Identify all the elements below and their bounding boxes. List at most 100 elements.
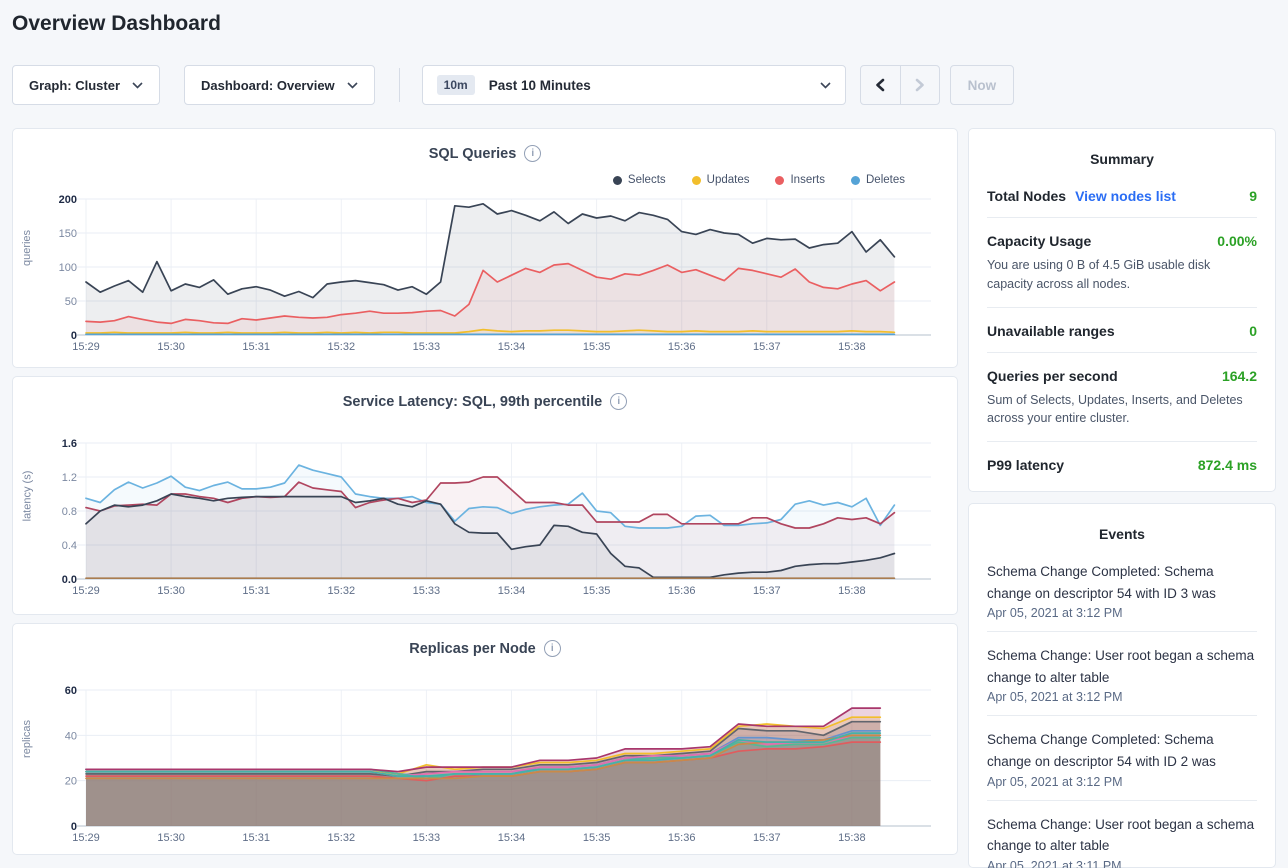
svg-text:15:30: 15:30 — [157, 341, 185, 353]
summary-description: You are using 0 B of 4.5 GiB usable disk… — [987, 258, 1211, 291]
svg-text:15:38: 15:38 — [838, 585, 866, 597]
event-text: Schema Change: User root began a schema … — [987, 816, 1255, 854]
svg-text:15:35: 15:35 — [583, 585, 611, 597]
time-range-badge: 10m — [436, 75, 475, 95]
svg-text:0.4: 0.4 — [62, 540, 77, 552]
event-timestamp: Apr 05, 2021 at 3:12 PM — [987, 690, 1123, 705]
svg-text:15:29: 15:29 — [72, 341, 100, 353]
info-icon[interactable]: i — [610, 393, 628, 410]
chart-title: Replicas per Node — [409, 640, 536, 657]
summary-label: Queries per second — [987, 367, 1118, 384]
svg-text:15:34: 15:34 — [498, 341, 526, 353]
summary-label: Unavailable ranges — [987, 322, 1115, 339]
info-icon[interactable]: i — [524, 145, 542, 162]
chevron-down-icon — [347, 81, 358, 89]
summary-title: Summary — [1090, 151, 1154, 167]
chart-legend: Selects Updates Inserts Deletes — [612, 174, 905, 186]
replicas-per-node-chart-panel: Replicas per Node i replicas 0 20 40 60 15:2… — [12, 623, 958, 855]
time-range-label: Past 10 Minutes — [488, 77, 591, 93]
event-item: Schema Change Completed: Schema change o… — [987, 548, 1257, 631]
event-timestamp: Apr 05, 2021 at 3:11 PM — [987, 858, 1122, 868]
graph-scope-label: Graph: Cluster — [29, 77, 121, 93]
time-range-selector[interactable]: 10m Past 10 Minutes — [421, 65, 846, 105]
legend-item-selects[interactable]: Selects — [612, 174, 666, 186]
legend-dot — [851, 175, 860, 185]
summary-value: 0.00% — [1217, 233, 1257, 249]
chevron-right-icon — [915, 78, 924, 92]
replicas-per-node-chart[interactable]: 0 20 40 60 15:29 15:30 15:31 15:32 15:33 15:34 15:… — [13, 674, 959, 846]
svg-text:15:33: 15:33 — [413, 341, 441, 353]
dashboard-dropdown[interactable]: Dashboard: Overview — [184, 65, 375, 105]
event-timestamp: Apr 05, 2021 at 3:12 PM — [987, 606, 1123, 621]
svg-text:0.8: 0.8 — [62, 506, 77, 518]
summary-value: 164.2 — [1221, 367, 1257, 384]
svg-text:15:36: 15:36 — [668, 832, 696, 844]
svg-text:15:36: 15:36 — [668, 341, 696, 353]
graph-scope-dropdown[interactable]: Graph: Cluster — [12, 65, 161, 105]
svg-text:15:32: 15:32 — [328, 832, 356, 844]
dashboard-label: Dashboard: Overview — [201, 77, 335, 93]
svg-text:60: 60 — [65, 685, 77, 697]
svg-text:15:30: 15:30 — [157, 585, 185, 597]
legend-item-inserts[interactable]: Inserts — [775, 174, 825, 186]
svg-text:15:34: 15:34 — [498, 832, 526, 844]
summary-row: Total Nodes View nodes list 9 — [987, 173, 1257, 217]
svg-text:15:37: 15:37 — [753, 341, 781, 353]
svg-text:15:33: 15:33 — [413, 585, 441, 597]
legend-item-deletes[interactable]: Deletes — [851, 174, 905, 186]
event-text: Schema Change Completed: Schema change o… — [987, 564, 1216, 601]
summary-row: Queries per second 164.2 Sum of Selects, U… — [987, 351, 1257, 442]
legend-dot — [691, 175, 701, 185]
time-prev-button[interactable] — [861, 66, 900, 104]
svg-text:40: 40 — [65, 730, 77, 742]
summary-value: 0 — [1249, 322, 1257, 339]
summary-label: Capacity Usage — [987, 233, 1092, 249]
summary-row: Unavailable ranges 0 — [987, 306, 1257, 352]
svg-text:15:38: 15:38 — [838, 832, 866, 844]
chevron-left-icon — [876, 78, 885, 92]
summary-value: 872.4 ms — [1197, 457, 1257, 473]
legend-item-updates[interactable]: Updates — [691, 174, 750, 186]
legend-label: Inserts — [790, 174, 825, 186]
svg-text:15:35: 15:35 — [583, 341, 611, 353]
summary-row: P99 latency 872.4 ms — [987, 441, 1257, 486]
legend-dot — [775, 175, 785, 185]
svg-text:20: 20 — [65, 776, 77, 788]
event-item: Schema Change: User root began a schema … — [987, 631, 1257, 715]
legend-dot — [612, 175, 622, 185]
controls-divider — [398, 68, 400, 102]
view-nodes-list-link[interactable]: View nodes list — [1075, 188, 1176, 204]
sql-queries-chart-panel: SQL Queries i Selects Updates Inserts Delet… — [12, 128, 958, 368]
sql-queries-chart[interactable]: 0 50 100 150 200 15:29 15:30 15:31 15:32 15:33 15:… — [13, 183, 959, 355]
info-icon[interactable]: i — [543, 640, 561, 657]
summary-panel: Summary Total Nodes View nodes list 9 Capac… — [968, 128, 1276, 492]
now-button[interactable]: Now — [949, 65, 1015, 105]
events-title: Events — [1099, 526, 1145, 542]
events-panel: Events Schema Change Completed: Schema c… — [968, 503, 1276, 868]
summary-description: Sum of Selects, Updates, Inserts, and De… — [987, 392, 1243, 426]
svg-text:15:33: 15:33 — [413, 832, 441, 844]
summary-value: 9 — [1249, 188, 1257, 204]
svg-text:100: 100 — [59, 262, 77, 274]
page-title: Overview Dashboard — [12, 12, 221, 35]
svg-text:15:37: 15:37 — [753, 832, 781, 844]
summary-row: Capacity Usage 0.00% You are using 0 B of … — [987, 217, 1257, 307]
summary-label: Total Nodes — [987, 188, 1067, 204]
svg-text:15:29: 15:29 — [72, 585, 100, 597]
chevron-down-icon — [132, 81, 143, 89]
svg-text:15:36: 15:36 — [668, 585, 696, 597]
svg-text:200: 200 — [59, 194, 77, 206]
summary-label: P99 latency — [987, 457, 1065, 473]
svg-text:1.6: 1.6 — [62, 438, 77, 450]
chart-title: SQL Queries — [428, 145, 517, 162]
service-latency-chart[interactable]: 0.0 0.4 0.8 1.2 1.6 15:29 15:30 15:31 15:32 15:33… — [13, 427, 959, 599]
event-item: Schema Change Completed: Schema change o… — [987, 715, 1257, 799]
legend-label: Deletes — [866, 174, 905, 186]
svg-text:15:34: 15:34 — [498, 585, 526, 597]
time-next-button[interactable] — [899, 66, 939, 104]
legend-label: Updates — [706, 174, 750, 186]
event-text: Schema Change: User root began a schema … — [987, 648, 1255, 685]
svg-text:15:38: 15:38 — [838, 341, 866, 353]
svg-text:15:31: 15:31 — [242, 832, 270, 844]
svg-text:150: 150 — [59, 228, 77, 240]
